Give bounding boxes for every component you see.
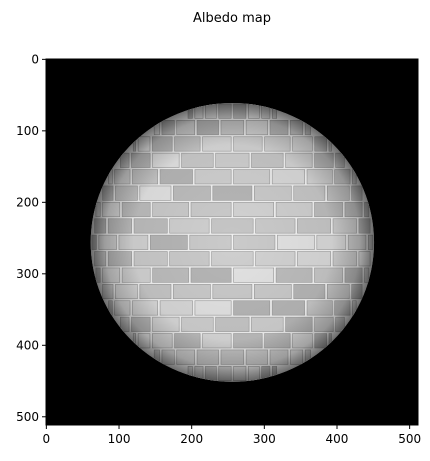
y-tick-label: 500 xyxy=(16,410,39,424)
sphere-shading xyxy=(90,102,375,382)
albedo-image xyxy=(46,59,418,425)
x-tick-label: 100 xyxy=(108,432,131,446)
chart-title: Albedo map xyxy=(193,11,271,26)
x-tick-label: 500 xyxy=(398,432,421,446)
y-tick-label: 100 xyxy=(16,124,39,138)
x-tick-label: 400 xyxy=(326,432,349,446)
y-tick-label: 200 xyxy=(16,195,39,209)
x-tick-label: 300 xyxy=(253,432,276,446)
axes-frame xyxy=(45,58,419,426)
brick-sphere xyxy=(90,102,375,382)
y-tick-label: 0 xyxy=(31,52,39,66)
x-axis: 0 100 200 300 400 500 xyxy=(43,425,421,446)
x-tick-label: 0 xyxy=(43,432,51,446)
y-tick-label: 300 xyxy=(16,267,39,281)
x-tick-label: 200 xyxy=(180,432,203,446)
y-axis: 0 100 200 300 400 500 xyxy=(16,52,46,424)
y-tick-label: 400 xyxy=(16,338,39,352)
